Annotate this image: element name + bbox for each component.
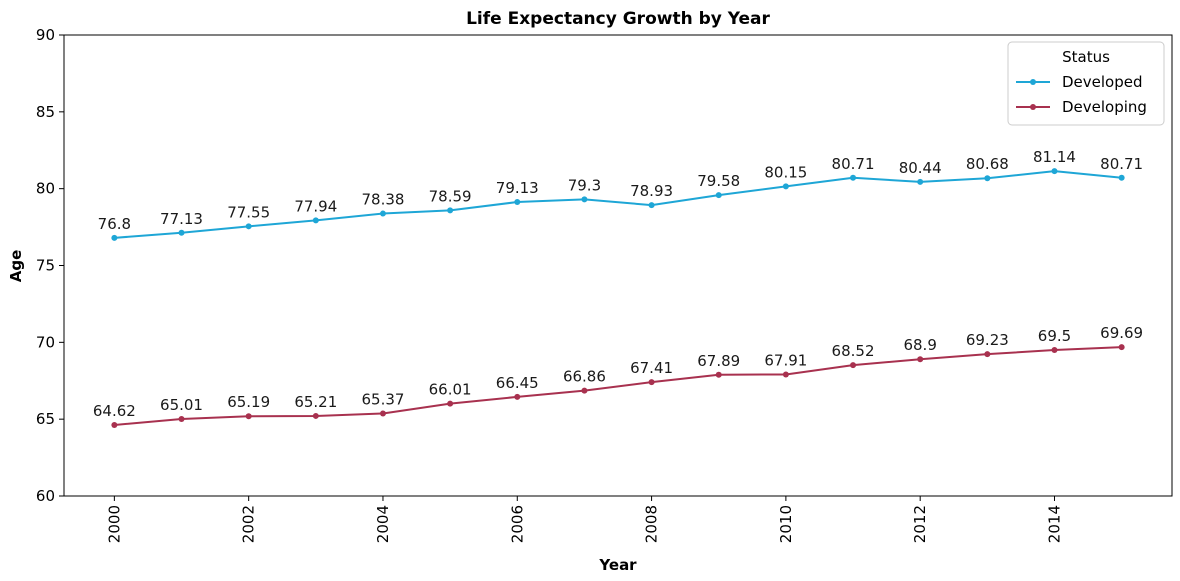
data-label-developed: 77.13 [160, 210, 203, 228]
data-point-developed [581, 196, 588, 203]
data-point-developing [312, 412, 319, 419]
data-label-developed: 81.14 [1033, 148, 1076, 166]
series-layer: 76.8 77.13 77.55 77.94 78.38 78.59 79.13 79.3 78… [93, 148, 1143, 429]
x-tick-label: 2006 [508, 505, 526, 543]
data-point-developed [850, 174, 857, 181]
data-point-developed [1051, 168, 1058, 175]
data-point-developing [1051, 347, 1058, 354]
legend-marker-developed [1030, 79, 1036, 85]
data-label-developing: 66.45 [496, 374, 539, 392]
data-point-developing [984, 351, 991, 358]
data-point-developed [782, 183, 789, 190]
legend-frame [1007, 41, 1165, 126]
data-point-developed [379, 210, 386, 217]
data-point-developing [178, 416, 185, 423]
y-tick-label: 70 [36, 333, 55, 351]
y-tick-label: 85 [36, 103, 55, 121]
data-point-developing [245, 413, 252, 420]
data-label-developing: 69.23 [966, 331, 1009, 349]
x-tick-label: 2008 [643, 505, 661, 543]
data-point-developed [984, 175, 991, 182]
legend-marker-developing [1030, 104, 1036, 110]
data-label-developing: 66.86 [563, 368, 606, 386]
data-point-developing [581, 387, 588, 394]
data-point-developing [917, 356, 924, 363]
data-point-developed [178, 229, 185, 236]
y-tick-label: 75 [36, 257, 55, 275]
y-tick-label: 80 [36, 180, 55, 198]
data-label-developed: 80.71 [832, 155, 875, 173]
series-line-developed [114, 170, 1122, 239]
data-point-developed [111, 234, 118, 241]
data-label-developed: 78.38 [361, 191, 404, 209]
data-label-developing: 67.89 [697, 352, 740, 370]
data-label-developing: 64.62 [93, 402, 136, 420]
x-tick-label: 2010 [777, 505, 795, 543]
legend-label-developing: Developing [1062, 98, 1147, 116]
y-tick-label: 60 [36, 487, 55, 505]
legend: Status Developed Developing [1007, 41, 1165, 126]
data-label-developing: 65.19 [227, 393, 270, 411]
x-tick-label: 2012 [911, 505, 929, 543]
data-point-developing [715, 371, 722, 378]
data-label-developed: 78.93 [630, 182, 673, 200]
y-axis: 60 65 70 75 80 85 90 [36, 26, 64, 505]
data-label-developed: 80.15 [764, 163, 807, 181]
data-label-developing: 68.52 [832, 342, 875, 360]
data-point-developed [245, 223, 252, 230]
data-point-developed [715, 192, 722, 199]
data-label-developed: 77.55 [227, 203, 270, 221]
data-label-developing: 65.21 [294, 393, 337, 411]
data-point-developing [1118, 344, 1125, 351]
x-axis: 2000 2002 2004 2006 2008 2010 2012 2014 [105, 496, 1063, 543]
data-label-developing: 69.69 [1100, 324, 1143, 342]
x-axis-label: Year [598, 556, 637, 574]
y-tick-label: 65 [36, 410, 55, 428]
data-point-developing [379, 410, 386, 417]
x-tick-label: 2014 [1045, 505, 1063, 543]
data-label-developed: 79.58 [697, 172, 740, 190]
data-label-developed: 76.8 [98, 215, 131, 233]
data-point-developing [111, 422, 118, 429]
data-point-developed [1118, 174, 1125, 181]
data-label-developing: 68.9 [903, 336, 936, 354]
data-label-developing: 67.41 [630, 359, 673, 377]
data-label-developed: 80.71 [1100, 155, 1143, 173]
data-label-developed: 79.3 [568, 176, 601, 194]
data-label-developed: 80.68 [966, 155, 1009, 173]
chart-title: Life Expectancy Growth by Year [466, 9, 770, 29]
data-point-developed [514, 199, 521, 206]
y-axis-label: Age [7, 250, 25, 283]
series-line-developing [114, 346, 1122, 427]
data-label-developing: 65.01 [160, 396, 203, 414]
x-tick-label: 2004 [374, 505, 392, 543]
data-label-developed: 77.94 [294, 197, 337, 215]
data-point-developing [782, 371, 789, 378]
data-point-developed [312, 217, 319, 224]
data-point-developed [648, 202, 655, 209]
data-point-developed [917, 178, 924, 185]
x-tick-label: 2000 [105, 505, 123, 543]
legend-label-developed: Developed [1062, 73, 1143, 91]
data-label-developing: 69.5 [1038, 327, 1071, 345]
data-label-developed: 80.44 [899, 159, 942, 177]
data-point-developing [447, 400, 454, 407]
data-label-developing: 66.01 [429, 381, 472, 399]
data-point-developing [850, 362, 857, 369]
data-label-developing: 65.37 [361, 390, 404, 408]
data-label-developing: 67.91 [764, 351, 807, 369]
series-developing: 64.62 65.01 65.19 65.21 65.37 66.01 66.45 66.86… [93, 324, 1143, 429]
data-point-developing [514, 393, 521, 400]
legend-title: Status [1062, 48, 1110, 66]
data-point-developed [447, 207, 454, 214]
data-point-developing [648, 379, 655, 386]
plot-frame [63, 34, 1173, 497]
x-tick-label: 2002 [240, 505, 258, 543]
series-developed: 76.8 77.13 77.55 77.94 78.38 78.59 79.13 79.3 78… [98, 148, 1143, 241]
data-label-developed: 78.59 [429, 187, 472, 205]
data-label-developed: 79.13 [496, 179, 539, 197]
y-tick-label: 90 [36, 26, 55, 44]
